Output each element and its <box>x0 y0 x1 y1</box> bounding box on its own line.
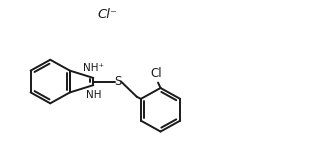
Text: Cl: Cl <box>150 67 162 80</box>
Text: S: S <box>114 75 121 88</box>
Text: NH⁺: NH⁺ <box>83 63 104 73</box>
Text: NH: NH <box>86 90 101 100</box>
Text: Cl⁻: Cl⁻ <box>97 8 117 22</box>
